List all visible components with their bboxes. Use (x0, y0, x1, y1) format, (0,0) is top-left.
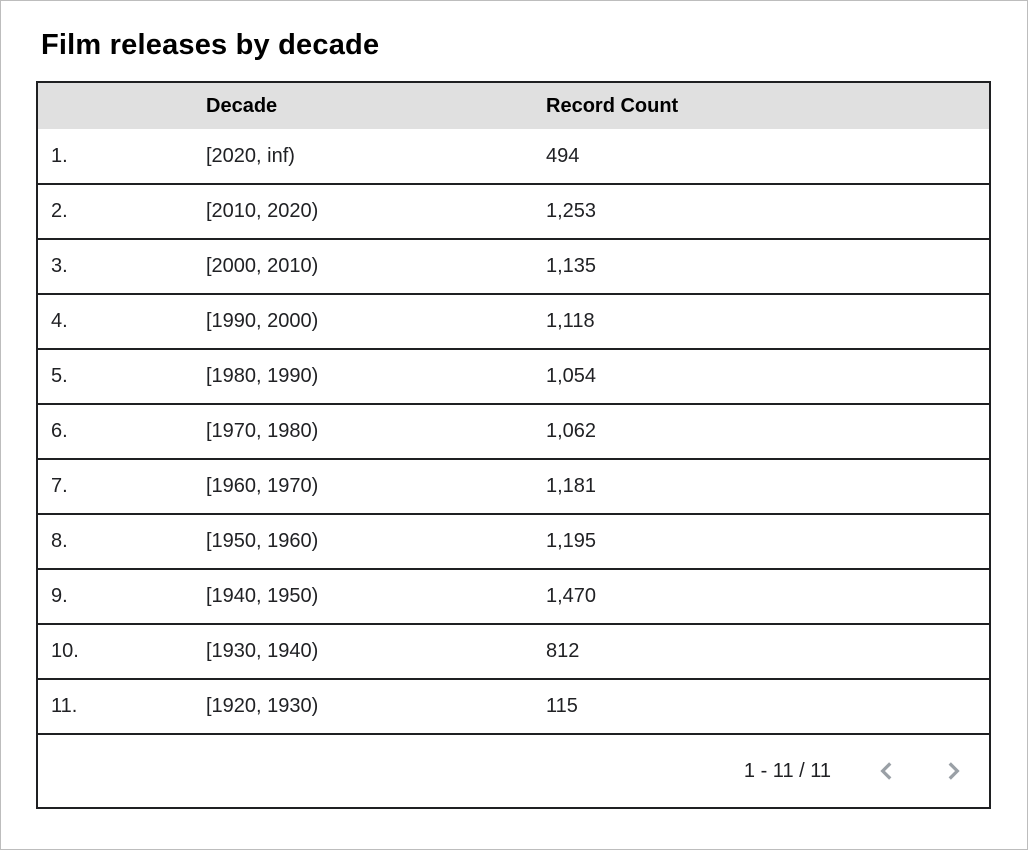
header-cell-record-count[interactable]: Record Count (546, 94, 679, 117)
row-index-cell: 5. (51, 365, 68, 387)
row-index-cell: 6. (51, 420, 68, 442)
decade-cell: [2020, inf) (206, 144, 295, 167)
record-count-cell: 1,195 (546, 530, 597, 552)
decade-cell: [1960, 1970) (206, 475, 319, 497)
row-index-cell: 8. (51, 530, 68, 552)
table-pagination-bar: 1 - 11 / 11 (38, 733, 989, 807)
page-title: Film releases by decade (41, 29, 380, 61)
chevron-right-icon (940, 758, 966, 784)
table-row: 10. [1930, 1940) 812 (38, 623, 989, 678)
decade-cell: [2010, 2020) (206, 200, 319, 222)
row-index-cell: 4. (51, 310, 68, 332)
row-index-cell: 3. (51, 255, 68, 277)
record-count-cell: 1,118 (546, 310, 595, 332)
record-count-cell: 1,253 (546, 200, 597, 222)
table-row: 2. [2010, 2020) 1,253 (38, 183, 989, 238)
decade-cell: [1990, 2000) (206, 310, 319, 332)
table-row: 7. [1960, 1970) 1,181 (38, 458, 989, 513)
row-index-cell: 1. (51, 144, 68, 167)
decade-cell: [2000, 2010) (206, 255, 319, 277)
table-row: 1. [2020, inf) 494 (38, 129, 989, 183)
record-count-cell: 1,135 (546, 255, 597, 277)
record-count-cell: 1,062 (546, 420, 597, 442)
row-index-cell: 7. (51, 475, 68, 497)
decade-cell: [1980, 1990) (206, 365, 319, 387)
table-row: 8. [1950, 1960) 1,195 (38, 513, 989, 568)
record-count-cell: 115 (546, 695, 578, 717)
header-cell-decade[interactable]: Decade (206, 94, 278, 117)
decade-cell: [1950, 1960) (206, 530, 319, 552)
record-count-cell: 1,054 (546, 365, 597, 387)
row-index-cell: 2. (51, 200, 68, 222)
table-row: 9. [1940, 1950) 1,470 (38, 568, 989, 623)
table-row: 6. [1970, 1980) 1,062 (38, 403, 989, 458)
chevron-left-icon (874, 758, 900, 784)
decade-cell: [1970, 1980) (206, 420, 319, 442)
row-index-cell: 11. (51, 695, 78, 717)
record-count-cell: 812 (546, 640, 580, 662)
decade-cell: [1930, 1940) (206, 640, 319, 662)
table-row: 11. [1920, 1930) 115 (38, 678, 989, 733)
decade-cell: [1940, 1950) (206, 585, 319, 607)
film-releases-table: Decade Record Count 1. [2020, inf) 494 2… (36, 81, 991, 809)
table-header-row: Decade Record Count (38, 83, 989, 129)
next-page-button[interactable] (931, 749, 975, 793)
record-count-cell: 1,470 (546, 585, 597, 607)
pagination-range-label: 1 - 11 / 11 (743, 759, 831, 782)
previous-page-button[interactable] (865, 749, 909, 793)
record-count-cell: 1,181 (546, 475, 597, 497)
row-index-cell: 9. (51, 585, 68, 607)
table-row: 5. [1980, 1990) 1,054 (38, 348, 989, 403)
row-index-cell: 10. (51, 640, 79, 662)
record-count-cell: 494 (546, 144, 580, 167)
table-row: 4. [1990, 2000) 1,118 (38, 293, 989, 348)
decade-cell: [1920, 1930) (206, 695, 319, 717)
table-row: 3. [2000, 2010) 1,135 (38, 238, 989, 293)
